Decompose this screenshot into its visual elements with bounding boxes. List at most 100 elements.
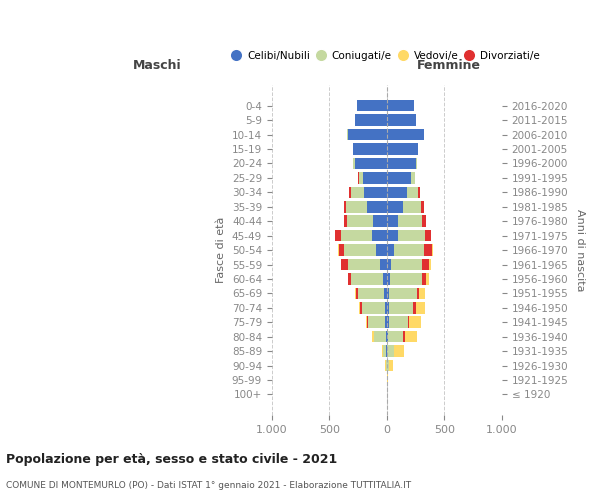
Bar (367, 316, 368, 328)
Bar (368, 316, 385, 328)
Bar (387, 216, 398, 227)
Bar (389, 360, 394, 372)
Bar (359, 172, 362, 184)
Text: Femmine: Femmine (417, 58, 481, 71)
Bar (385, 316, 387, 328)
Bar (411, 172, 415, 184)
Bar (387, 158, 416, 169)
Bar (344, 201, 346, 212)
Bar (387, 128, 424, 140)
Bar (373, 216, 387, 227)
Bar (394, 244, 424, 256)
Bar (391, 258, 422, 270)
Bar (361, 302, 362, 314)
Bar (355, 114, 387, 126)
Bar (387, 244, 394, 256)
Bar (407, 186, 418, 198)
Bar (373, 331, 374, 342)
Bar (389, 316, 407, 328)
Bar (355, 158, 387, 169)
Bar (422, 258, 429, 270)
Bar (416, 302, 425, 314)
Bar (376, 244, 387, 256)
Bar (338, 244, 344, 256)
Bar (351, 273, 383, 284)
Bar (403, 201, 421, 212)
Bar (387, 143, 418, 154)
Bar (413, 302, 416, 314)
Bar (347, 216, 373, 227)
Bar (372, 230, 387, 241)
Bar (398, 230, 425, 241)
Bar (424, 244, 431, 256)
Bar (365, 316, 367, 328)
Bar (404, 331, 417, 342)
Bar (429, 258, 431, 270)
Bar (419, 288, 425, 299)
Bar (388, 346, 394, 357)
Bar (386, 331, 387, 342)
Bar (383, 346, 386, 357)
Bar (390, 273, 422, 284)
Y-axis label: Anni di nascita: Anni di nascita (575, 209, 585, 292)
Bar (389, 288, 417, 299)
Bar (349, 186, 350, 198)
Bar (394, 346, 404, 357)
Bar (341, 230, 372, 241)
Text: COMUNE DI MONTEMURLO (PO) - Dati ISTAT 1° gennaio 2021 - Elaborazione TUTTITALIA: COMUNE DI MONTEMURLO (PO) - Dati ISTAT 1… (6, 480, 411, 490)
Bar (425, 230, 431, 241)
Bar (426, 273, 430, 284)
Bar (353, 143, 387, 154)
Bar (388, 331, 403, 342)
Bar (418, 186, 419, 198)
Legend: Celibi/Nubili, Coniugati/e, Vedovi/e, Divorziati/e: Celibi/Nubili, Coniugati/e, Vedovi/e, Di… (229, 47, 544, 66)
Bar (387, 186, 407, 198)
Bar (421, 201, 424, 212)
Bar (362, 172, 387, 184)
Bar (348, 258, 380, 270)
Bar (387, 201, 403, 212)
Bar (387, 331, 388, 342)
Bar (348, 128, 387, 140)
Bar (387, 114, 416, 126)
Bar (387, 360, 389, 372)
Bar (398, 216, 422, 227)
Bar (349, 273, 351, 284)
Bar (387, 258, 391, 270)
Y-axis label: Fasce di età: Fasce di età (216, 217, 226, 283)
Bar (409, 316, 421, 328)
Bar (357, 100, 387, 112)
Text: Popolazione per età, sesso e stato civile - 2021: Popolazione per età, sesso e stato civil… (6, 452, 337, 466)
Bar (364, 186, 387, 198)
Bar (407, 316, 409, 328)
Bar (387, 316, 389, 328)
Bar (359, 302, 361, 314)
Bar (356, 288, 358, 299)
Bar (367, 201, 387, 212)
Bar (335, 230, 341, 241)
Bar (387, 302, 389, 314)
Bar (353, 158, 355, 169)
Bar (344, 216, 347, 227)
Bar (380, 258, 387, 270)
Bar (385, 302, 387, 314)
Bar (387, 172, 411, 184)
Bar (389, 302, 413, 314)
Bar (387, 230, 398, 241)
Bar (387, 273, 390, 284)
Bar (387, 288, 389, 299)
Bar (382, 346, 383, 357)
Bar (358, 288, 384, 299)
Bar (374, 331, 386, 342)
Bar (416, 158, 418, 169)
Bar (431, 244, 433, 256)
Bar (403, 331, 404, 342)
Bar (422, 216, 426, 227)
Bar (387, 100, 415, 112)
Bar (350, 186, 364, 198)
Bar (383, 273, 387, 284)
Bar (362, 302, 385, 314)
Text: Maschi: Maschi (133, 58, 181, 71)
Bar (355, 288, 356, 299)
Bar (422, 273, 426, 284)
